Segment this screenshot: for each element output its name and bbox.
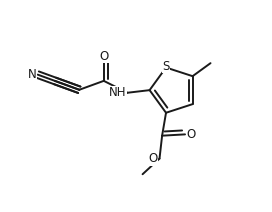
Text: N: N	[28, 68, 36, 81]
Text: O: O	[99, 50, 108, 63]
Text: S: S	[162, 60, 170, 73]
Text: O: O	[149, 152, 158, 165]
Text: O: O	[187, 128, 196, 141]
Text: NH: NH	[109, 86, 127, 99]
